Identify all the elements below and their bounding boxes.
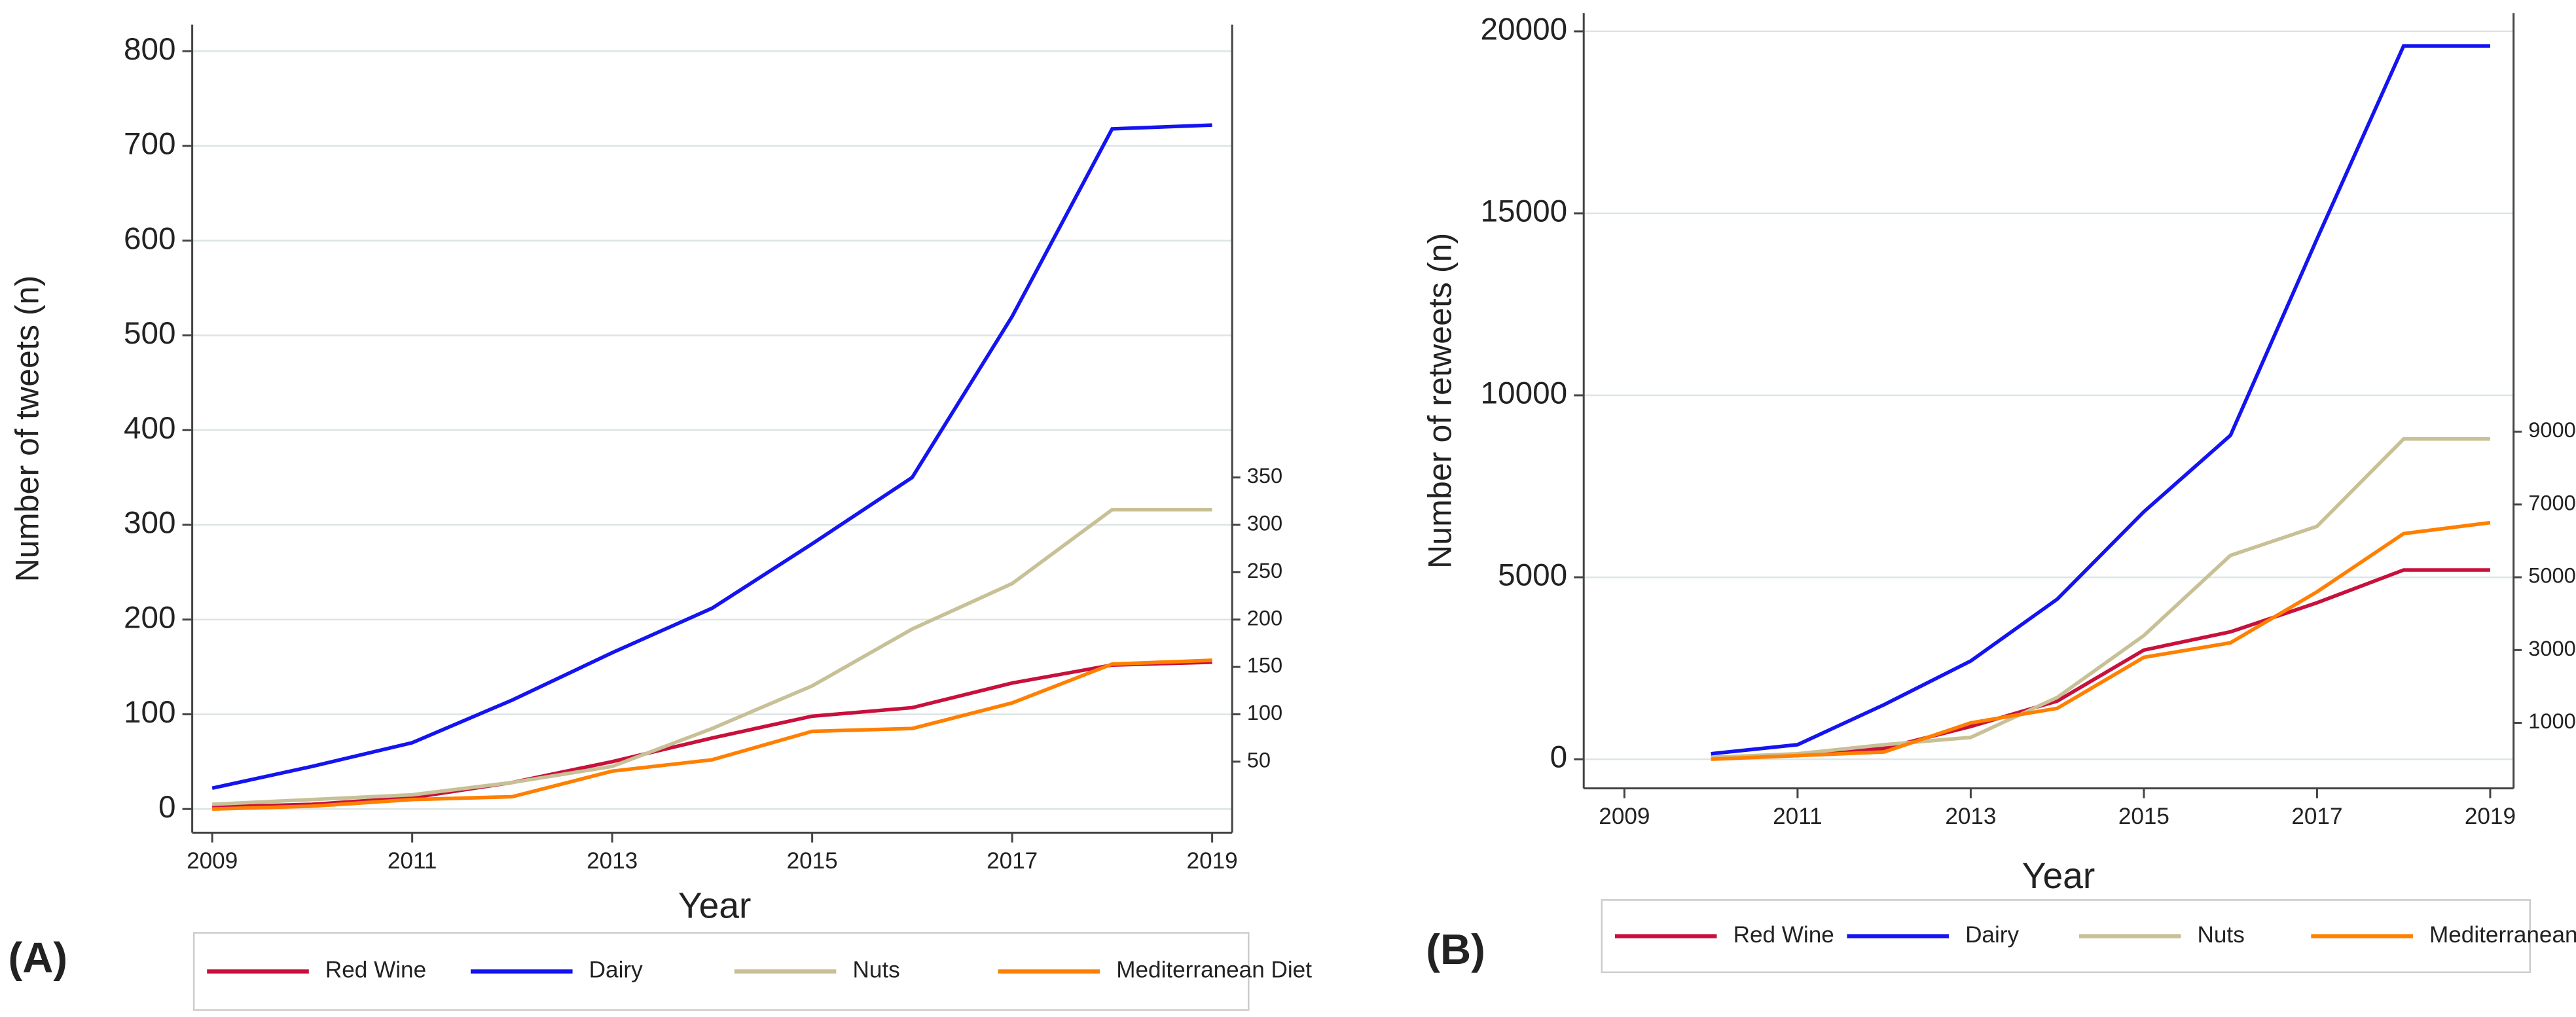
x-tick-label: 2013 <box>1945 804 1996 829</box>
y-tick-label: 500 <box>124 316 176 351</box>
y-tick-label: 15000 <box>1481 194 1568 229</box>
legend-label: Red Wine <box>1733 922 1834 948</box>
series-line <box>1711 568 2490 760</box>
y2-tick-label: 50 <box>1247 747 1271 772</box>
series-line <box>212 658 1212 811</box>
x-tick-label: 2011 <box>1773 804 1823 829</box>
x-tick-label: 2013 <box>587 848 638 874</box>
legend-label: Mediterranean Diet <box>1116 957 1312 983</box>
series-line <box>211 123 1212 791</box>
y2-tick-label: 250 <box>1247 558 1282 582</box>
panel-label: (B) <box>1426 925 1485 973</box>
series-line <box>1711 520 2491 761</box>
y2-tick-label: 150 <box>1247 653 1282 677</box>
x-axis-title: Year <box>2022 855 2095 896</box>
x-tick-label: 2015 <box>2118 804 2169 829</box>
y-tick-label: 0 <box>1550 740 1568 775</box>
legend-label: Red Wine <box>325 957 426 983</box>
y-tick-label: 600 <box>124 221 176 256</box>
y-tick-label: 300 <box>124 506 176 541</box>
y2-tick-label: 350 <box>1247 463 1282 488</box>
x-tick-label: 2009 <box>187 848 238 874</box>
y-tick-label: 800 <box>124 32 176 67</box>
legend-label: Nuts <box>2198 922 2245 948</box>
x-tick-label: 2017 <box>2291 804 2342 829</box>
y-tick-label: 20000 <box>1481 12 1568 47</box>
y2-tick-label: 300 <box>1247 511 1282 535</box>
y-axis-title: Number of tweets (n) <box>9 276 45 582</box>
y-tick-label: 700 <box>124 127 176 162</box>
legend-label: Nuts <box>852 957 899 983</box>
x-tick-label: 2019 <box>2465 804 2516 829</box>
x-tick-label: 2011 <box>388 848 437 874</box>
y2-tick-label: 100 <box>1247 700 1282 724</box>
x-tick-label: 2017 <box>987 848 1038 874</box>
y2-tick-label: 1000 <box>2528 709 2576 733</box>
x-tick-label: 2009 <box>1599 804 1650 829</box>
y-tick-label: 10000 <box>1481 376 1568 411</box>
legend-label: Dairy <box>589 957 643 983</box>
series-line <box>1711 437 2490 760</box>
series-line <box>1711 44 2490 756</box>
y-tick-label: 400 <box>124 411 176 446</box>
series-line <box>212 508 1212 806</box>
series-line <box>212 660 1212 810</box>
legend-label: Mediterranean Diet <box>2429 922 2576 948</box>
panel-label: (A) <box>9 933 68 981</box>
x-tick-label: 2015 <box>787 848 838 874</box>
legend-label: Dairy <box>1965 922 2019 948</box>
y2-tick-label: 9000 <box>2528 418 2576 442</box>
y-tick-label: 200 <box>124 600 176 635</box>
y2-tick-label: 200 <box>1247 605 1282 630</box>
y-tick-label: 0 <box>158 790 176 825</box>
y-tick-label: 100 <box>124 695 176 730</box>
y-axis-title: Number of retweets (n) <box>1422 233 1459 569</box>
y2-tick-label: 3000 <box>2528 636 2576 660</box>
x-axis-title: Year <box>678 885 752 925</box>
x-tick-label: 2019 <box>1187 848 1238 874</box>
y2-tick-label: 5000 <box>2528 563 2576 588</box>
y2-tick-label: 7000 <box>2528 490 2576 514</box>
y-tick-label: 5000 <box>1498 558 1567 593</box>
